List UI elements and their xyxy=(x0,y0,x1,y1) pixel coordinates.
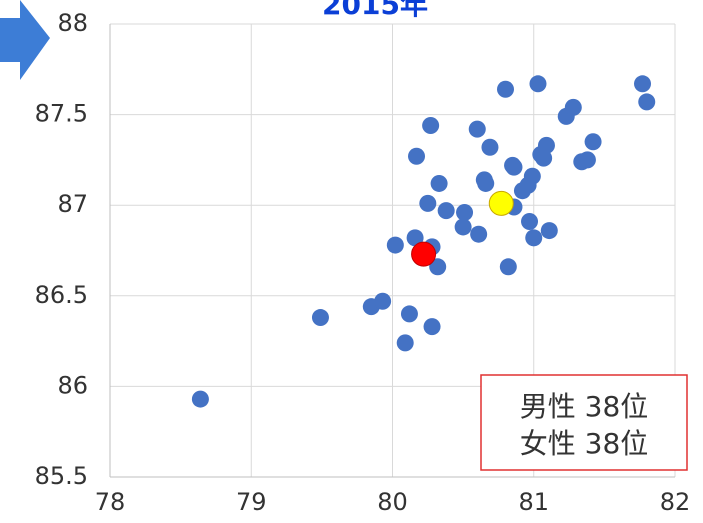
point xyxy=(374,292,392,310)
point xyxy=(400,305,418,323)
point xyxy=(311,309,329,327)
plot-area: 85.5 86 86.5 87 87.5 88 78 79 80 81 82 xyxy=(35,9,691,516)
point xyxy=(429,258,447,276)
point xyxy=(411,241,437,267)
point xyxy=(578,151,596,169)
x-tick-label: 80 xyxy=(377,488,408,516)
annotation: 女性 38位 xyxy=(520,427,649,460)
point xyxy=(423,318,441,336)
annotation: 男性 38位 xyxy=(520,390,649,423)
point xyxy=(191,390,209,408)
point xyxy=(456,203,474,221)
point xyxy=(521,213,539,231)
arrow-shape xyxy=(0,0,50,80)
y-tick-label: 86.5 xyxy=(35,281,88,309)
point xyxy=(634,75,652,93)
point xyxy=(540,222,558,240)
point xyxy=(537,136,555,154)
y-tick-label: 86 xyxy=(57,371,88,399)
point xyxy=(454,218,472,236)
point xyxy=(497,80,514,98)
point xyxy=(584,133,602,151)
point xyxy=(422,116,440,134)
point xyxy=(408,147,426,165)
point xyxy=(499,258,517,276)
point xyxy=(529,75,547,93)
chart-title: 2015年 xyxy=(322,0,428,21)
point xyxy=(523,167,541,185)
x-tick-label: 82 xyxy=(660,488,691,516)
point xyxy=(468,120,486,138)
point xyxy=(488,190,514,216)
y-tick-label: 87 xyxy=(57,190,88,218)
y-tick-label: 87.5 xyxy=(35,100,88,128)
y-tick-label: 88 xyxy=(57,9,88,37)
x-tick-label: 78 xyxy=(95,488,126,516)
point xyxy=(406,229,424,247)
point xyxy=(477,174,495,192)
point xyxy=(437,202,455,220)
y-tick-label: 85.5 xyxy=(35,462,88,490)
point xyxy=(638,93,656,111)
point xyxy=(481,138,499,156)
x-tick-label: 79 xyxy=(236,488,267,516)
x-tick-label: 81 xyxy=(518,488,549,516)
point xyxy=(525,229,543,247)
point xyxy=(430,174,448,192)
point xyxy=(470,225,488,243)
point xyxy=(505,158,523,176)
point xyxy=(535,149,553,167)
point xyxy=(396,334,414,352)
point xyxy=(386,236,404,254)
legend-box xyxy=(480,374,688,471)
point xyxy=(564,98,582,116)
point xyxy=(419,194,437,212)
